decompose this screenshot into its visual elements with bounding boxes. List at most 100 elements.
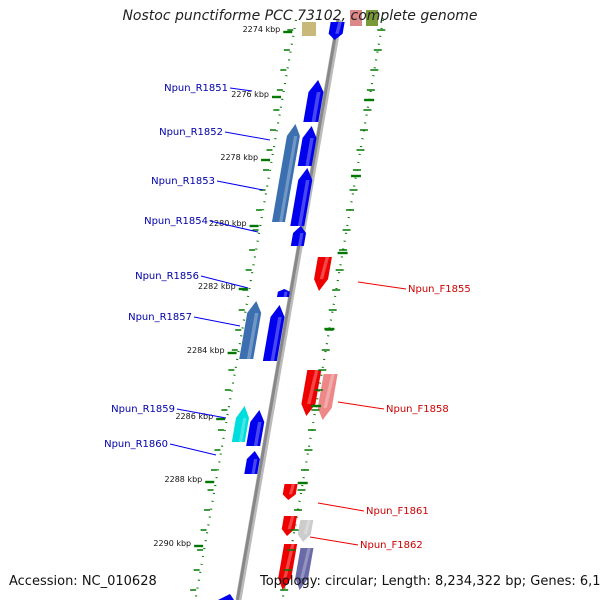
- label-leader-line: [337, 401, 385, 410]
- reverse-gene: [290, 226, 307, 246]
- reverse-gene: [246, 410, 265, 446]
- label-leader-line: [357, 281, 407, 290]
- forward-gene-label: Npun_F1861: [366, 506, 429, 517]
- gene-highlight: [297, 180, 310, 226]
- forward-gene-label: Npun_F1858: [386, 404, 449, 415]
- forward-gene: [297, 520, 314, 542]
- gene-arrow: [301, 370, 322, 416]
- forward-gene: [314, 257, 332, 291]
- gene-highlight: [297, 233, 304, 246]
- gene-arrow: [282, 484, 298, 500]
- gene-highlight: [270, 317, 282, 361]
- forward-gene: [317, 374, 338, 420]
- gene-arrow: [239, 301, 262, 359]
- gene-highlight: [283, 291, 288, 297]
- gene-arrow: [328, 22, 345, 40]
- reverse-gene: [271, 124, 300, 222]
- reverse-gene: [276, 289, 290, 297]
- reverse-gene-label: Npun_R1852: [159, 127, 223, 138]
- gene-arrow: [231, 406, 249, 442]
- reverse-gene: [297, 126, 317, 166]
- reverse-gene: [262, 305, 285, 361]
- reverse-gene-label: Npun_R1853: [151, 176, 215, 187]
- tick-label: 2284 kbp: [187, 346, 225, 355]
- reverse-gene: [239, 301, 262, 359]
- reverse-gene-label: Npun_R1856: [135, 271, 199, 282]
- gene-highlight: [246, 313, 259, 359]
- gene-highlight: [287, 516, 295, 529]
- gene-arrow: [297, 520, 314, 542]
- reverse-gene: [218, 594, 234, 600]
- tick-label: 2286 kbp: [175, 412, 213, 421]
- backbone-line: [235, 19, 340, 601]
- reverse-gene: [290, 168, 313, 226]
- gene-block: [366, 10, 378, 26]
- gene-highlight: [323, 374, 335, 408]
- gene-highlight: [335, 22, 342, 34]
- label-leader-line: [216, 180, 264, 191]
- genome-summary-text: Topology: circular; Length: 8,234,322 bp…: [260, 574, 600, 589]
- map-title: Nostoc punctiforme PCC 73102, complete g…: [122, 8, 478, 24]
- label-leader-line: [209, 220, 259, 233]
- gene-highlight: [253, 422, 262, 446]
- reverse-gene: [244, 451, 260, 474]
- tick-label: 2276 kbp: [231, 90, 269, 99]
- label-leader-line: [200, 275, 249, 289]
- tick-label: 2290 kbp: [153, 539, 191, 548]
- forward-gene-label: Npun_F1855: [408, 284, 471, 295]
- label-leader-line: [317, 502, 365, 512]
- tick-label: 2278 kbp: [220, 153, 258, 162]
- label-leader-line: [309, 536, 359, 546]
- forward-gene: [281, 516, 297, 536]
- gene-arrow: [314, 257, 332, 291]
- gene-arrow: [262, 305, 285, 361]
- label-leader-line: [224, 131, 271, 141]
- gene-arrow: [278, 544, 298, 590]
- gene-block: [350, 10, 362, 26]
- gene-block: [328, 22, 345, 40]
- reverse-gene: [231, 406, 249, 442]
- gene-arrow: [290, 168, 313, 226]
- gene-arrow: [246, 410, 265, 446]
- gene-highlight: [311, 92, 321, 122]
- gene-highlight: [279, 136, 298, 222]
- gene-arrow: [295, 548, 314, 590]
- gene-arrow: [271, 124, 300, 222]
- gene-block: [302, 22, 316, 36]
- label-leader-line: [229, 87, 253, 92]
- gene-highlight: [319, 257, 330, 280]
- reverse-gene: [303, 80, 324, 122]
- tick-label: 2280 kbp: [209, 219, 247, 228]
- gene-arrow: [281, 516, 297, 536]
- tick-label: 2288 kbp: [165, 475, 203, 484]
- reverse-gene-label: Npun_R1851: [164, 83, 228, 94]
- reverse-gene-label: Npun_R1859: [111, 404, 175, 415]
- gene-arrow: [276, 289, 290, 297]
- gene-highlight: [305, 138, 314, 166]
- gene-highlight: [307, 370, 319, 404]
- gene-arrow: [290, 226, 307, 246]
- forward-gene: [295, 548, 314, 590]
- tick-label: 2282 kbp: [198, 282, 236, 291]
- label-leader-line: [193, 316, 241, 327]
- reverse-gene-label: Npun_R1860: [104, 439, 168, 450]
- gene-highlight: [288, 484, 295, 495]
- gene-highlight: [300, 548, 311, 578]
- forward-gene: [282, 484, 298, 500]
- gene-arrow: [244, 451, 260, 474]
- reverse-gene-label: Npun_R1854: [144, 216, 208, 227]
- accession-text: Accession: NC_010628: [9, 574, 157, 589]
- gene-arrow: [297, 126, 317, 166]
- gene-highlight: [303, 520, 311, 535]
- label-leader-line: [176, 408, 227, 419]
- gene-highlight: [238, 418, 247, 442]
- gene-highlight: [251, 459, 258, 474]
- tick-label: 2274 kbp: [243, 25, 281, 34]
- forward-gene: [301, 370, 322, 416]
- gene-arrow: [303, 80, 324, 122]
- gene-arrow: [317, 374, 338, 420]
- reverse-gene-label: Npun_R1857: [128, 312, 192, 323]
- forward-gene-label: Npun_F1862: [360, 540, 423, 551]
